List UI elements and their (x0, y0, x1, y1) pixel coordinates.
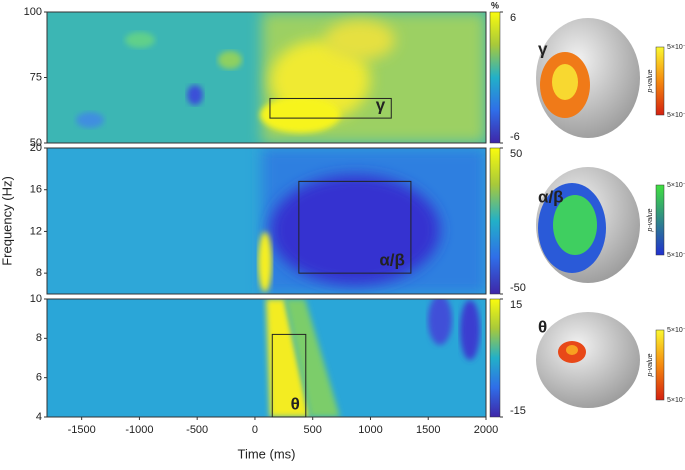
roi-box (298, 180, 412, 274)
y-tick-label: 75 (30, 71, 42, 83)
colorbar (489, 11, 501, 144)
colorbar (489, 147, 501, 295)
heatmap-fill (47, 148, 486, 294)
brain-image (536, 18, 640, 408)
y-axis-label: Frequency (Hz) (0, 176, 14, 266)
colorbar-tick-label: -6 (510, 131, 520, 143)
y-tick-label: 16 (30, 184, 42, 196)
brain-colorbar-tick: 5×10⁻⁴ (667, 112, 685, 119)
y-tick-label: 8 (36, 332, 42, 344)
box-label: θ (291, 394, 300, 413)
x-tick-label: 1500 (416, 424, 440, 436)
y-tick-label: 50 (30, 137, 42, 149)
colorbar-label: % (491, 0, 499, 10)
brain-colorbar-label: p-value (647, 208, 654, 232)
colorbar (489, 298, 501, 418)
box-label: γ (376, 96, 386, 115)
y-tick-label: 12 (30, 225, 42, 237)
brain-colorbar-tick: 5×10⁻¹³ (667, 252, 685, 259)
x-tick-label: 2000 (474, 424, 498, 436)
colorbar-tick-label: -15 (510, 405, 526, 417)
brain-colorbar-label: p-value (647, 69, 654, 93)
x-tick-label: -500 (186, 424, 208, 436)
x-tick-label: 1000 (358, 424, 382, 436)
box-label: α/β (379, 251, 405, 270)
colorbar-tick-label: 50 (510, 148, 522, 160)
plot-frame (46, 298, 487, 418)
x-tick-label: -1500 (68, 424, 96, 436)
plot-frame (46, 147, 487, 295)
y-tick-label: 6 (36, 372, 42, 384)
colorbar-tick-label: 6 (510, 12, 516, 24)
brain-colorbar (655, 184, 665, 256)
panel-label: θ (538, 317, 547, 336)
x-tick-label: -1000 (125, 424, 153, 436)
brain-colorbar (655, 46, 665, 116)
panel-label: γ (538, 39, 548, 58)
colorbar-tick-label: -50 (510, 282, 526, 294)
y-tick-label: 100 (24, 6, 42, 18)
y-tick-label: 10 (30, 293, 42, 305)
heatmap-fill (47, 12, 486, 143)
brain-colorbar-tick: 5×10⁻¹⁹ (667, 182, 685, 189)
brain-colorbar (655, 329, 665, 401)
y-tick-label: 20 (30, 142, 42, 154)
brain-colorbar-tick: 5×10⁻¹⁰ (667, 396, 685, 404)
roi-box (269, 97, 392, 119)
x-tick-label: 500 (304, 424, 322, 436)
heatmap-fill (47, 299, 486, 417)
y-tick-label: 4 (36, 411, 42, 423)
roi-box (271, 333, 307, 418)
x-axis-label: Time (ms) (237, 446, 295, 461)
colorbar-tick-label: 15 (510, 299, 522, 311)
panel-label: α/β (538, 187, 564, 206)
brain-colorbar-label: p-value (647, 353, 654, 377)
brain-colorbar-tick: 5×10⁻¹⁴ (667, 327, 685, 334)
y-tick-label: 8 (36, 267, 42, 279)
brain-colorbar-tick: 5×10⁻⁶ (667, 44, 685, 51)
x-tick-label: 0 (252, 424, 258, 436)
